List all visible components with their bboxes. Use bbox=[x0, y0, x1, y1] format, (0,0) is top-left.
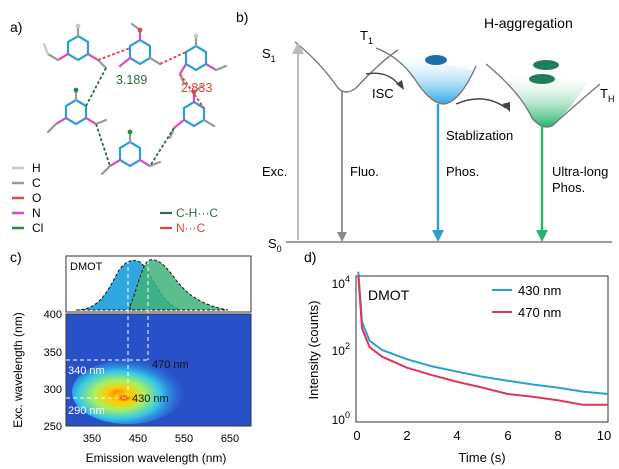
phosphorescence-arrowhead bbox=[432, 230, 444, 242]
d-ytick-1e4: 104 bbox=[332, 274, 350, 291]
label-stabilization: Stablization bbox=[446, 128, 513, 143]
label-s0: S0 bbox=[268, 236, 282, 254]
d-ylabel: Intensity (counts) bbox=[306, 301, 321, 400]
d-xlabel: Time (s) bbox=[458, 450, 505, 465]
legend-atom-o: O bbox=[32, 191, 41, 205]
stabilization-arrow bbox=[455, 98, 507, 109]
legend-label-430: 430 nm bbox=[518, 283, 561, 298]
emission-spectrum-470 bbox=[129, 259, 229, 311]
annot-340nm: 340 nm bbox=[68, 365, 105, 377]
d-xtick-2: 2 bbox=[403, 428, 410, 443]
monomer-plate-icon bbox=[425, 55, 447, 65]
c-xlabel: Emission wavelength (nm) bbox=[86, 451, 227, 465]
d-xtick-0: 0 bbox=[353, 428, 360, 443]
aggregate-plate-icon-1 bbox=[533, 60, 559, 70]
panel-a-label: a) bbox=[10, 19, 22, 35]
t1-potential-curve bbox=[375, 47, 477, 105]
decay-series-group bbox=[357, 271, 609, 406]
ultralong-phos-arrowhead bbox=[536, 230, 548, 242]
atom-legend: H C O N Cl bbox=[12, 161, 43, 235]
process-labels: Exc. Fluo. ISC Stablization Phos. Ultra-… bbox=[262, 86, 608, 195]
d-xtick-10: 10 bbox=[597, 428, 611, 443]
c-xtick-650: 650 bbox=[221, 433, 239, 445]
molecule-structure bbox=[42, 22, 228, 176]
spectrum-sample-label: DMOT bbox=[70, 261, 103, 273]
panel-d: d) DMOT 430 nm 470 nm 104 102 100 Intens… bbox=[304, 249, 611, 465]
isc-arrow bbox=[365, 72, 401, 87]
aggregate-plate-icon-2 bbox=[529, 74, 555, 84]
legend-bond-nc: N···C bbox=[176, 221, 206, 235]
d-ytick-1e2: 102 bbox=[332, 341, 350, 358]
decay-series-430-nm bbox=[357, 271, 609, 395]
label-ultralong-2: Phos. bbox=[552, 180, 585, 195]
legend-label-470: 470 nm bbox=[518, 305, 561, 320]
annot-430nm: 430 nm bbox=[132, 393, 169, 405]
label-phos: Phos. bbox=[446, 164, 479, 179]
panel-b-label: b) bbox=[236, 9, 248, 25]
d-xtick-4: 4 bbox=[453, 428, 460, 443]
c-ytick-400: 400 bbox=[44, 309, 62, 321]
legend-atom-h: H bbox=[32, 161, 41, 175]
d-xtick-8: 8 bbox=[554, 428, 561, 443]
panel-b-title: H-aggregation bbox=[484, 15, 573, 31]
distance-n-c: 2.833 bbox=[181, 81, 212, 95]
interaction-contacts bbox=[85, 47, 205, 167]
legend-bond-ch: C-H···C bbox=[176, 206, 218, 220]
legend-atom-cl: Cl bbox=[32, 221, 43, 235]
legend-atom-n: N bbox=[32, 206, 41, 220]
guide-lines bbox=[66, 260, 150, 399]
c-ytick-350: 350 bbox=[44, 347, 62, 359]
label-s1: S1 bbox=[262, 46, 276, 64]
decay-sample-label: DMOT bbox=[368, 287, 410, 303]
c-xtick-450: 450 bbox=[129, 433, 147, 445]
panel-c-label: c) bbox=[10, 249, 22, 265]
c-xtick-550: 550 bbox=[175, 433, 193, 445]
label-t1: T1 bbox=[360, 28, 373, 46]
decay-plot-frame bbox=[355, 275, 609, 423]
panel-d-yaxis: 104 102 100 Intensity (counts) bbox=[306, 274, 350, 427]
stabilization-arrowhead bbox=[502, 102, 510, 112]
panel-b: b) H-aggregation S1 T1 S0 TH bbox=[236, 9, 614, 254]
panel-d-xaxis: 0 2 4 6 8 10 Time (s) bbox=[353, 428, 611, 465]
bond-legend: C-H···C N···C bbox=[160, 206, 218, 235]
th-well-fill bbox=[496, 70, 588, 127]
d-xtick-6: 6 bbox=[504, 428, 511, 443]
label-isc: ISC bbox=[372, 86, 394, 101]
decay-series-470-nm bbox=[357, 275, 608, 406]
c-ytick-300: 300 bbox=[44, 384, 62, 396]
panel-a: a) bbox=[10, 19, 228, 235]
excitation-arrowhead bbox=[292, 42, 304, 54]
isc-arrowhead bbox=[396, 80, 404, 90]
panel-d-label: d) bbox=[304, 249, 316, 265]
annot-470nm: 470 nm bbox=[152, 359, 189, 371]
legend-atom-c: C bbox=[32, 176, 41, 190]
label-exc: Exc. bbox=[262, 164, 287, 179]
distance-ch-c: 3.189 bbox=[116, 73, 147, 87]
label-ultralong-1: Ultra-long bbox=[552, 164, 608, 179]
th-potential-curve bbox=[485, 63, 601, 128]
d-ytick-1e0: 100 bbox=[332, 410, 350, 427]
panel-c-axes: 400 350 300 250 350 450 550 650 Emission… bbox=[11, 309, 239, 465]
panel-c: c) DMOT 470 nm 340 nm 430 nm 290 nm 400 … bbox=[10, 249, 252, 465]
label-th: TH bbox=[600, 86, 614, 104]
s1-potential-curve bbox=[294, 41, 399, 93]
annot-290nm: 290 nm bbox=[68, 405, 105, 417]
c-ytick-250: 250 bbox=[44, 421, 62, 433]
label-fluo: Fluo. bbox=[350, 164, 379, 179]
c-ylabel: Exc. wavelength (nm) bbox=[11, 312, 25, 427]
c-xtick-350: 350 bbox=[83, 433, 101, 445]
fluorescence-arrowhead bbox=[337, 232, 347, 242]
t1-well-fill bbox=[380, 50, 474, 104]
